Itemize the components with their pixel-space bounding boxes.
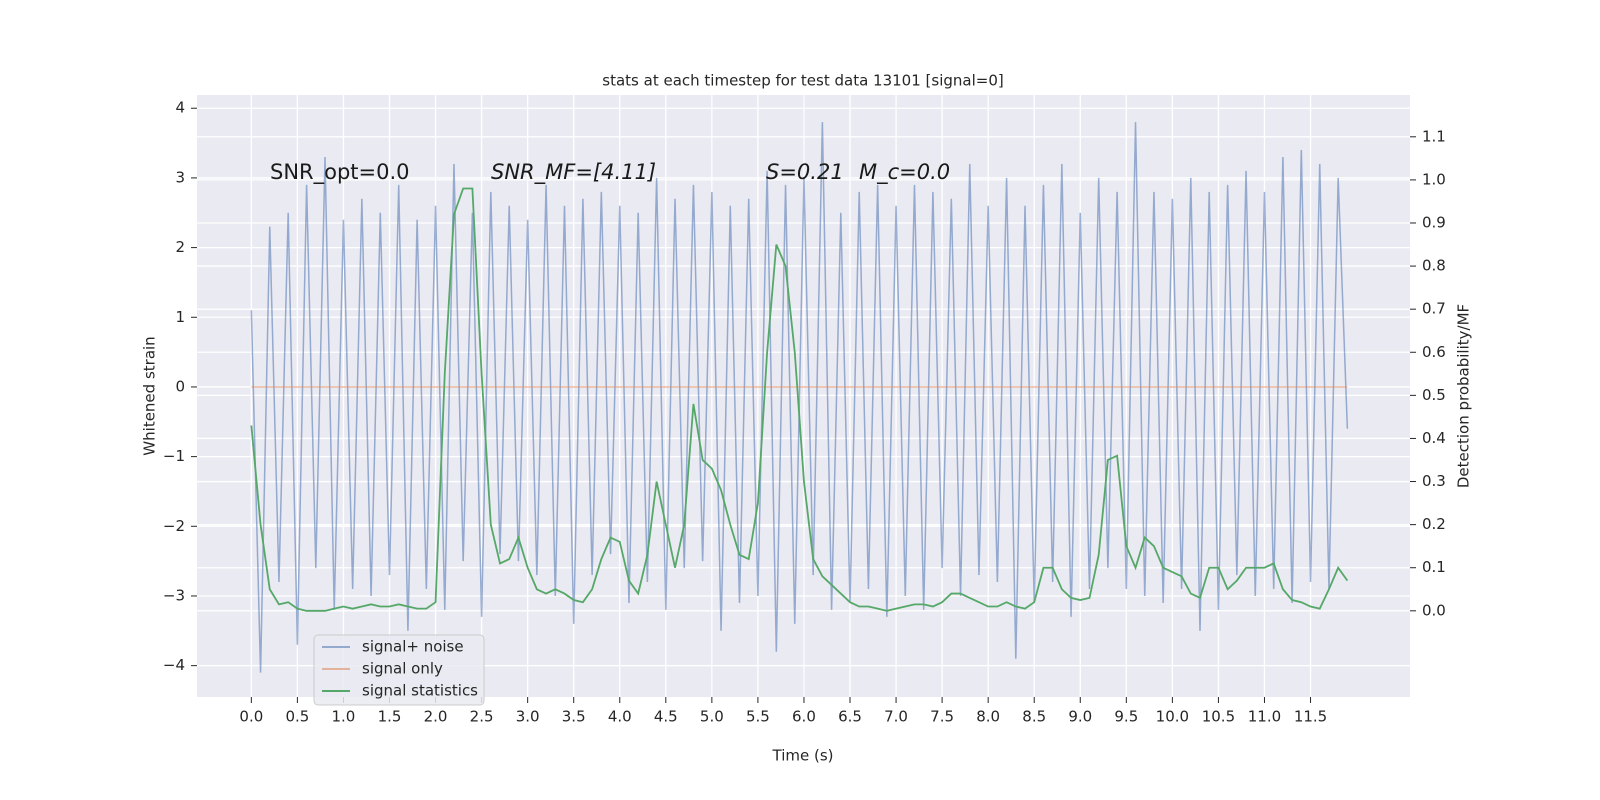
x-tick-label: 2.0 (424, 708, 448, 726)
y2-tick-label: 1.1 (1422, 127, 1446, 145)
annotation: M_c=0.0 (859, 160, 950, 185)
x-tick-label: 3.5 (562, 708, 586, 726)
y2-tick-label: 0.8 (1422, 257, 1446, 275)
y-tick-label: −1 (163, 447, 185, 465)
x-tick-label: 4.0 (608, 708, 632, 726)
y-tick-label: −3 (163, 586, 185, 604)
legend-label: signal statistics (362, 682, 478, 700)
x-tick-label: 9.5 (1114, 708, 1138, 726)
x-tick-label: 9.0 (1068, 708, 1092, 726)
chart-title: stats at each timestep for test data 131… (602, 72, 1003, 90)
y-tick-label: 3 (175, 168, 185, 186)
y2-axis-label: Detection probability/MF (1455, 304, 1473, 488)
x-tick-label: 11.0 (1248, 708, 1281, 726)
legend-label: signal+ noise (362, 638, 464, 656)
x-tick-label: 11.5 (1294, 708, 1327, 726)
y-tick-label: 0 (175, 377, 185, 395)
y2-tick-label: 0.7 (1422, 300, 1446, 318)
x-tick-label: 0.5 (285, 708, 309, 726)
x-tick-label: 0.0 (239, 708, 263, 726)
y2-tick-label: 0.4 (1422, 429, 1446, 447)
y-tick-label: −2 (163, 517, 185, 535)
legend-label: signal only (362, 660, 443, 678)
y-tick-label: 1 (175, 308, 185, 326)
x-tick-label: 8.0 (976, 708, 1000, 726)
y2-tick-label: 0.9 (1422, 213, 1446, 231)
x-tick-label: 3.0 (516, 708, 540, 726)
y2-tick-label: 1.0 (1422, 170, 1446, 188)
y-tick-label: −4 (163, 656, 185, 674)
x-tick-label: 1.5 (378, 708, 402, 726)
y-tick-label: 2 (175, 238, 185, 256)
x-tick-label: 10.5 (1202, 708, 1235, 726)
x-tick-label: 4.5 (654, 708, 678, 726)
x-tick-label: 5.0 (700, 708, 724, 726)
y2-tick-label: 0.2 (1422, 515, 1446, 533)
annotation: SNR_opt=0.0 (270, 160, 410, 185)
y2-tick-label: 0.3 (1422, 472, 1446, 490)
x-tick-label: 6.5 (838, 708, 862, 726)
x-tick-label: 7.5 (930, 708, 954, 726)
y2-tick-label: 0.5 (1422, 386, 1446, 404)
x-tick-label: 2.5 (470, 708, 494, 726)
legend-box (313, 634, 485, 706)
x-tick-label: 10.0 (1156, 708, 1189, 726)
series-line (250, 187, 1349, 612)
y-axis-label: Whitened strain (141, 336, 159, 455)
annotation: SNR_MF=[4.11] (491, 160, 656, 185)
series-line (250, 122, 1349, 673)
y-tick-label: 4 (175, 99, 185, 117)
annotation: S=0.21 (766, 160, 844, 184)
x-tick-label: 5.5 (746, 708, 770, 726)
x-tick-label: 6.0 (792, 708, 816, 726)
y2-tick-label: 0.1 (1422, 558, 1446, 576)
y2-tick-label: 0.6 (1422, 343, 1446, 361)
x-tick-label: 1.0 (332, 708, 356, 726)
x-tick-label: 8.5 (1022, 708, 1046, 726)
y2-tick-label: 0.0 (1422, 601, 1446, 619)
x-axis-label: Time (s) (772, 747, 834, 765)
x-tick-label: 7.0 (884, 708, 908, 726)
